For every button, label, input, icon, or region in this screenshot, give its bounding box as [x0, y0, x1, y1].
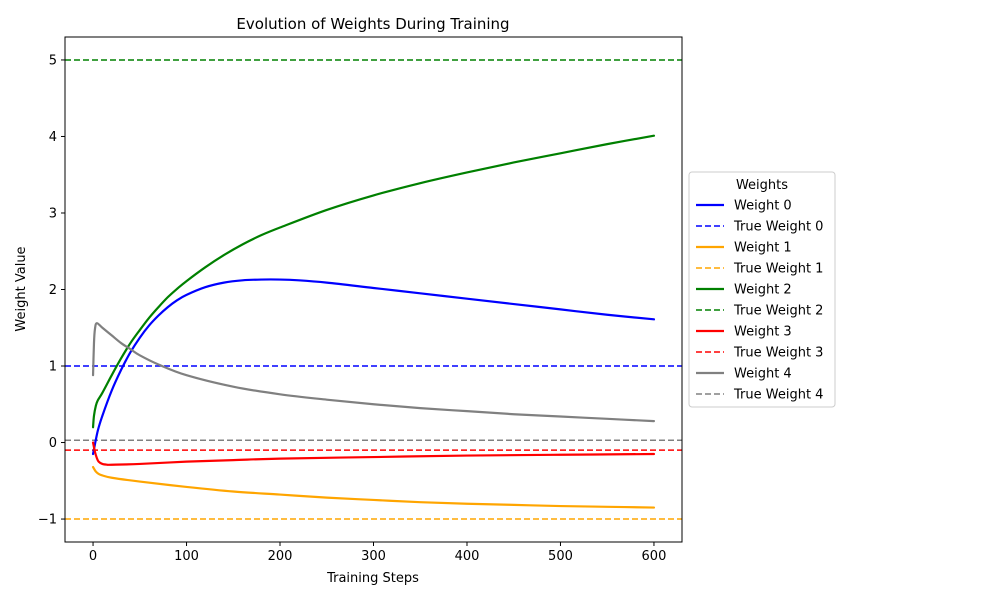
y-tick-label-6: 5	[49, 53, 57, 68]
legend-label-8: Weight 4	[734, 367, 792, 382]
series-lines	[91, 134, 656, 509]
legend-label-6: Weight 3	[734, 325, 792, 340]
y-tick-label-2: 1	[49, 360, 57, 375]
plot-frame	[64, 36, 683, 543]
y-axis-label: Weight Value	[14, 246, 29, 331]
legend-box	[688, 171, 836, 408]
y-tick-label-3: 2	[49, 283, 57, 298]
x-axis-ticks: 0 100 200 300 400 500 600	[89, 542, 666, 564]
x-tick-label-0: 0	[89, 549, 97, 564]
legend-title: Weights	[736, 178, 788, 193]
y-tick-label-1: 0	[49, 436, 57, 451]
x-tick-label-1: 100	[174, 549, 199, 564]
x-tick-label-5: 500	[548, 549, 573, 564]
x-tick-label-3: 300	[361, 549, 386, 564]
reference-lines	[65, 59, 682, 520]
series-line-2	[91, 134, 656, 429]
y-tick-label-4: 3	[49, 206, 57, 221]
legend-label-1: True Weight 0	[733, 220, 823, 235]
chart-title: Evolution of Weights During Training	[236, 15, 509, 33]
x-axis-label: Training Steps	[326, 571, 419, 586]
x-tick-label-6: 600	[642, 549, 667, 564]
legend-label-9: True Weight 4	[733, 388, 823, 403]
legend-label-7: True Weight 3	[733, 346, 823, 361]
x-tick-label-4: 400	[455, 549, 480, 564]
legend-label-2: Weight 1	[734, 241, 792, 256]
legend-label-5: True Weight 2	[733, 304, 823, 319]
series-line-3	[91, 441, 656, 466]
legend: Weights Weight 0 True Weight 0 Weight 1 Tru…	[688, 171, 836, 408]
series-line-4	[91, 322, 656, 423]
y-axis-ticks: −1 0 1 2 3 4 5	[38, 53, 65, 528]
legend-label-3: True Weight 1	[733, 262, 823, 277]
legend-label-4: Weight 2	[734, 283, 792, 298]
y-tick-label-5: 4	[49, 130, 57, 145]
series-line-0	[91, 278, 656, 456]
y-tick-label-0: −1	[38, 513, 57, 528]
series-line-1	[91, 465, 656, 509]
legend-label-0: Weight 0	[734, 199, 792, 214]
x-tick-label-2: 200	[268, 549, 293, 564]
